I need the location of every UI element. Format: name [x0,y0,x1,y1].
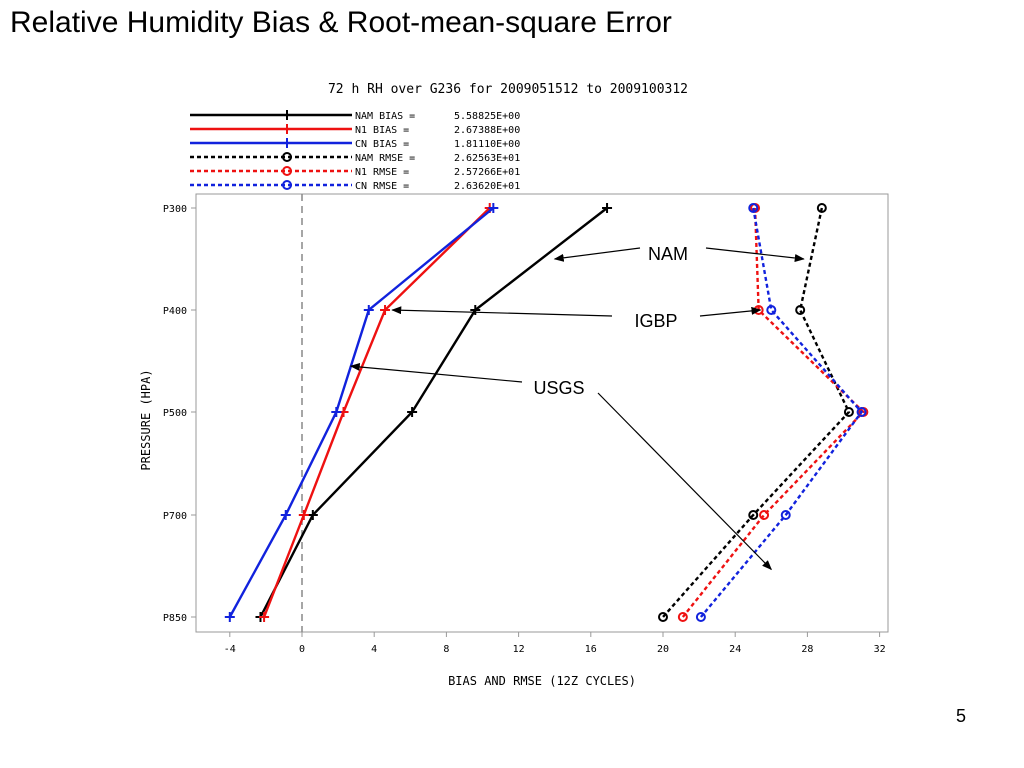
annotation-layer: NAM IGBP USGS [349,244,805,571]
series-line-n1-rmse [681,207,866,618]
x-tick-label: 12 [513,644,525,655]
legend: NAM BIAS = 5.58825E+00 N1 BIAS = 2.67388E… [190,110,520,192]
series-layer [224,203,869,622]
x-tick-label: 16 [585,644,597,655]
annotation-arrow [391,306,613,317]
annotation-label: USGS [533,378,584,398]
legend-label: NAM BIAS = [355,111,415,122]
annotation-label: NAM [648,244,688,264]
data-point-cn-rmse [766,305,777,315]
data-point-cn-bias [280,510,291,520]
chart-title: 72 h RH over G236 for 2009051512 to 2009… [328,82,688,97]
y-tick-label: P300 [163,204,187,215]
data-point-cn-bias [224,612,235,622]
y-tick-label: P400 [163,306,187,317]
y-axis-label: PRESSURE (HPA) [139,369,153,470]
page-number: 5 [955,706,966,726]
x-tick-label: 32 [874,644,886,655]
legend-marker [282,138,292,148]
x-axis: -4 0 4 8 12 16 20 24 28 32 [224,632,886,655]
data-point-n1-rmse [759,510,770,520]
data-point-cn-bias [488,203,499,213]
data-point-cn-bias [363,305,374,315]
legend-value: 2.67388E+00 [454,125,520,136]
data-point-cn-rmse [780,510,791,520]
legend-entry-nam-rmse: NAM RMSE = 2.62563E+01 [190,152,520,164]
series-line-nam-rmse [662,207,851,618]
legend-marker [282,166,292,176]
data-point-nam-rmse [843,407,854,417]
legend-entry-nam-bias: NAM BIAS = 5.58825E+00 [190,110,520,122]
data-point-nam-rmse [748,510,759,520]
series-line-cn-bias [228,207,495,618]
data-point-cn-rmse [748,203,759,213]
legend-entry-n1-rmse: N1 RMSE = 2.57266E+01 [190,166,520,178]
x-axis-label: BIAS AND RMSE (12Z CYCLES) [448,674,636,688]
series-cn-bias [224,203,499,622]
series-line-cn-rmse [699,207,864,618]
legend-label: N1 RMSE = [355,167,409,178]
x-tick-label: 20 [657,644,669,655]
legend-value: 5.58825E+00 [454,111,520,122]
annotation-arrow [597,392,773,571]
data-point-nam-rmse [816,203,827,213]
data-point-nam-bias [307,510,318,520]
annotation-arrow [349,362,523,383]
data-point-nam-rmse [795,305,806,315]
data-point-n1-bias [259,612,270,622]
x-tick-label: 28 [801,644,813,655]
legend-value: 1.81110E+00 [454,139,520,150]
slide-title: Relative Humidity Bias & Root-mean-squar… [10,6,672,39]
plot-frame [195,193,889,633]
legend-label: CN RMSE = [355,181,409,192]
data-point-nam-rmse [658,612,668,622]
series-line-nam-bias [259,207,608,618]
legend-marker [282,124,292,134]
y-tick-label: P500 [163,408,187,419]
series-n1-rmse [677,203,869,622]
data-point-n1-rmse [677,612,688,622]
legend-value: 2.57266E+01 [454,167,520,178]
annotation-arrow [699,306,762,317]
annotation-usgs: USGS [349,362,773,571]
data-point-cn-bias [331,407,342,417]
legend-label: N1 BIAS = [355,125,409,136]
legend-entry-cn-rmse: CN RMSE = 2.63620E+01 [190,180,520,192]
legend-marker [282,180,292,190]
data-point-cn-rmse [856,407,867,417]
x-tick-label: 8 [443,644,449,655]
data-point-nam-bias [602,203,613,213]
legend-entry-n1-bias: N1 BIAS = 2.67388E+00 [190,124,520,136]
legend-value: 2.63620E+01 [454,181,520,192]
annotation-label: IGBP [634,311,677,331]
x-tick-label: 24 [729,644,741,655]
legend-marker [282,110,292,120]
annotation-nam: NAM [553,244,805,264]
legend-label: CN BIAS = [355,139,409,150]
annotation-arrow [705,247,805,262]
series-nam-rmse [658,203,854,622]
y-tick-label: P850 [163,613,187,624]
data-point-n1-bias [380,305,391,315]
data-point-cn-rmse [695,612,706,622]
legend-entry-cn-bias: CN BIAS = 1.81110E+00 [190,138,520,150]
series-cn-rmse [695,203,867,622]
y-tick-label: P700 [163,511,187,522]
x-tick-label: 4 [371,644,377,655]
x-tick-label: -4 [224,644,236,655]
data-point-nam-bias [407,407,418,417]
legend-label: NAM RMSE = [355,153,415,164]
series-n1-bias [259,203,495,622]
y-axis: P300 P400 P500 P700 P850 [163,204,196,624]
legend-marker [282,152,292,162]
series-line-n1-bias [262,207,491,618]
data-point-nam-bias [470,305,481,315]
annotation-igbp: IGBP [391,306,762,331]
series-nam-bias [255,203,613,622]
annotation-arrow [553,247,641,262]
legend-value: 2.62563E+01 [454,153,520,164]
data-point-n1-bias [298,510,309,520]
x-tick-label: 0 [299,644,305,655]
